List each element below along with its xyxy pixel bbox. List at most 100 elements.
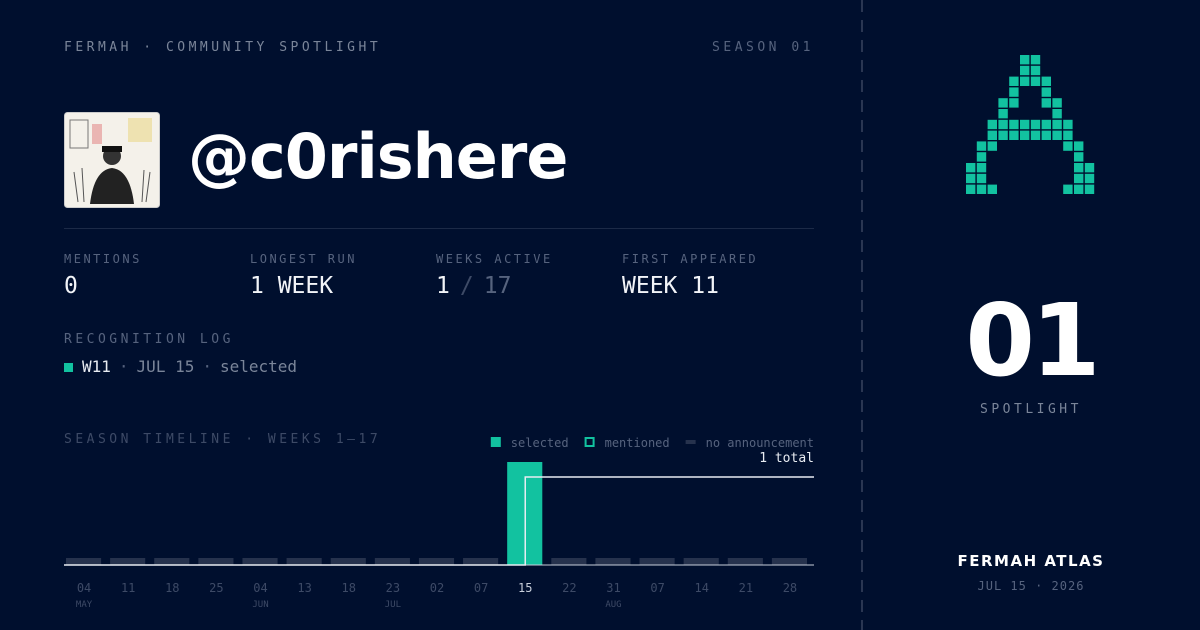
logo-pixel [1084,173,1095,184]
stat-number: WEEK 11 [622,273,719,299]
logo-pixel [1009,119,1019,130]
x-tick-label: 18 [342,581,356,595]
logo-pixel [1052,119,1062,130]
month-label: AUG [605,600,621,610]
logo-pixel [976,184,987,194]
legend-label: selected [511,436,569,450]
stat-number: 1 [436,273,450,299]
date: JUL 15 · 2026 [977,579,1085,593]
bar [463,558,499,565]
timeline-chart: SEASON TIMELINE · WEEKS 1–17 no announce… [64,432,814,610]
logo-pixel [998,109,1008,119]
logo-pixel [1041,119,1051,130]
logo-pixel [1009,130,1019,140]
logo-pixel [987,119,997,130]
logo-pixel [1041,76,1051,86]
x-tick-label: 07 [650,581,664,595]
product: FERMAH ATLAS [957,552,1105,570]
bar [418,558,455,565]
logo-pixel [1009,87,1019,97]
logo-pixel [1030,65,1041,76]
month-label: JUL [385,600,401,610]
stat-value: 1 / 17 [436,273,511,299]
stat-separator: / [459,273,474,299]
x-tick-label: 14 [694,581,708,595]
logo-pixel [1009,76,1019,86]
total-label: 1 total [759,451,814,466]
legend-label: no announcement [706,436,814,450]
logo-pixel [1063,130,1073,140]
legend-swatch [584,437,595,447]
x-tick-label: 13 [297,581,311,595]
logo-pixel [1020,55,1030,65]
x-tick-label: 02 [430,581,444,595]
x-tick-label: 28 [783,581,797,595]
stat-value: WEEK 11 [622,273,719,299]
season: SEASON 01 [712,40,814,55]
bar [639,558,675,565]
x-tick-label: 04 [77,581,91,595]
logo-pixel [1041,87,1051,97]
x-tick-label: 22 [562,581,576,595]
bar [242,558,278,565]
logo-pixel [1030,130,1041,140]
stat-number: 1 WEEK [250,273,334,299]
bar [727,558,763,565]
stat-total: 17 [483,273,512,299]
logo-pixel [1074,184,1084,194]
logo-pixel [987,184,997,194]
chart-title: SEASON TIMELINE · WEEKS 1–17 [64,432,381,447]
logo-pixel [1063,141,1073,151]
x-tick-label: 31 [606,581,620,595]
log-sep: · [202,357,212,376]
logo-pixel [976,152,987,162]
x-tick-label: 15 [518,581,532,595]
logo-pixel [966,173,976,184]
log-entry: W11 · JUL 15 · selected [82,357,297,376]
x-tick-label: 18 [165,581,179,595]
logo-pixel [1020,130,1030,140]
logo-pixel [1041,98,1051,108]
stat-label: LONGEST RUN [250,252,357,266]
month-label: JUN [252,600,268,610]
x-tick-label: 07 [474,581,488,595]
log-week: W11 [82,357,111,376]
handle: @c0rishere [188,120,568,193]
logo-pixel [1084,184,1095,194]
bar [198,558,234,565]
bar [154,558,190,565]
logo-pixel [976,163,987,173]
spotlight-number: 01 [965,282,1100,399]
logo-pixel [1063,119,1073,130]
x-tick-label: 11 [121,581,135,595]
logo-pixel [1020,76,1030,86]
logo-pixel [1030,55,1041,65]
logo-pixel [1052,109,1062,119]
avatar [64,112,160,208]
stat-number: 0 [64,273,78,299]
log-title: RECOGNITION LOG [64,332,234,347]
bar [374,558,410,565]
spotlight-label: SPOTLIGHT [980,402,1082,417]
log-status: selected [219,357,298,376]
logo-pixel [976,173,987,184]
stat-label: FIRST APPEARED [622,252,759,266]
x-tick-label: 04 [253,581,267,595]
logo-pixel [1074,141,1084,151]
x-tick-label: 21 [739,581,753,595]
stat-value: 0 [64,273,78,299]
logo-pixel [1084,163,1095,173]
legend-label: mentioned [605,436,670,450]
legend-swatch [490,437,501,447]
bar [286,558,322,565]
logo-pixel [1052,130,1062,140]
logo-pixel [1030,119,1041,130]
log-date: JUL 15 [136,357,195,376]
logo-pixel [1009,98,1019,108]
x-tick-label: 23 [386,581,400,595]
bar [110,558,146,565]
log-marker [64,363,73,372]
stat-value: 1 WEEK [250,273,333,299]
divider [64,228,814,229]
logo-pixel [1074,173,1084,184]
